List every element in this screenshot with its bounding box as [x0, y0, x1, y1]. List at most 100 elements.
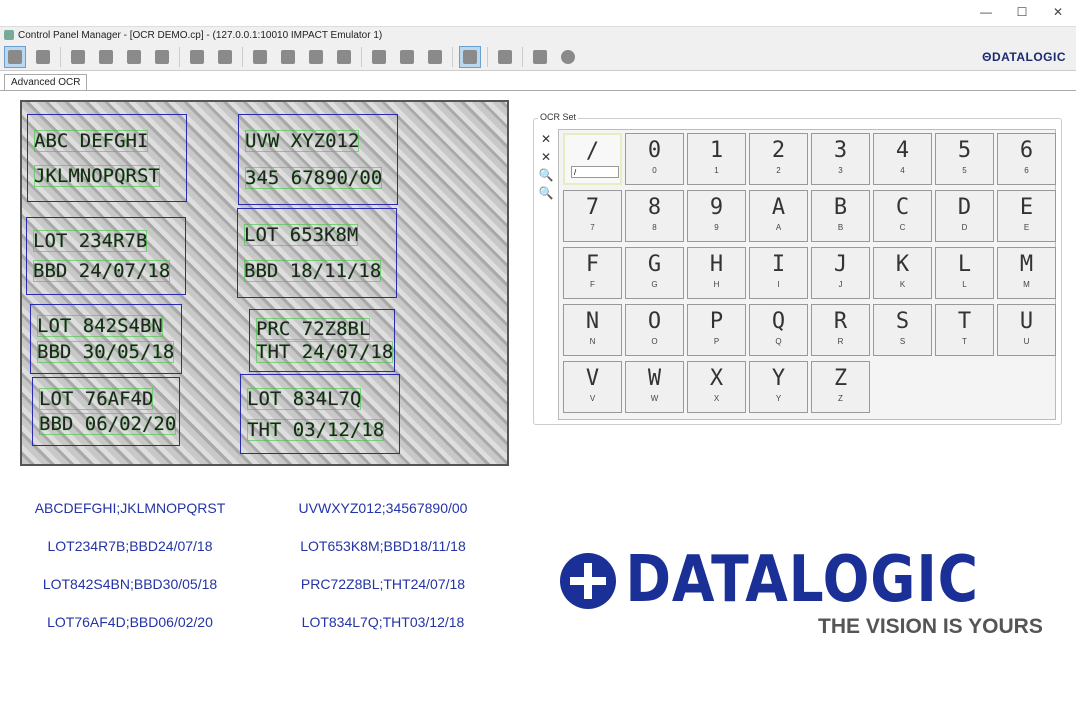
char-glyph: Q: [771, 309, 786, 334]
char-glyph: M: [1019, 252, 1034, 277]
ocr-line: BBD 24/07/18: [33, 260, 171, 282]
char-glyph: G: [647, 252, 662, 277]
ocr-region[interactable]: LOT 834L7Q THT 03/12/18: [240, 374, 400, 454]
char-glyph: D: [957, 195, 972, 220]
upload-icon: [155, 49, 169, 64]
char-glyph: 4: [895, 138, 910, 163]
copy-button[interactable]: [249, 46, 271, 68]
char-label: W: [650, 394, 659, 403]
char-glyph: T: [957, 309, 972, 334]
char-label: Y: [775, 394, 782, 403]
zoom-out-icon[interactable]: 🔍: [538, 186, 554, 200]
ocr-region[interactable]: LOT 76AF4D BBD 06/02/20: [32, 377, 180, 446]
search-icon: [428, 49, 442, 64]
panel-icon: [533, 49, 547, 64]
ocr-region[interactable]: LOT 653K8M BBD 18/11/18: [237, 208, 397, 298]
print-icon: [337, 49, 351, 64]
char-label: I: [777, 280, 780, 289]
char-glyph: X: [709, 366, 724, 391]
delete-all-icon[interactable]: ✕: [540, 150, 552, 164]
close-button[interactable]: ✕: [1052, 5, 1064, 19]
minimize-button[interactable]: —: [980, 5, 992, 19]
network-icon: [463, 49, 477, 64]
run-button[interactable]: [4, 45, 26, 68]
page-icon: [400, 49, 414, 64]
char-glyph: N: [585, 309, 600, 334]
download-button[interactable]: [186, 46, 208, 68]
char-value-input[interactable]: [571, 166, 619, 178]
ocr-region[interactable]: LOT 842S4BN BBD 30/05/18: [30, 304, 182, 374]
search-button[interactable]: [424, 46, 446, 68]
panel-button[interactable]: [529, 46, 551, 68]
new-button[interactable]: [32, 46, 54, 68]
open-button[interactable]: [67, 46, 89, 68]
upload-button[interactable]: [151, 46, 173, 68]
save-button[interactable]: [95, 46, 117, 68]
cut-button[interactable]: [214, 46, 236, 68]
ocr-line: LOT 234R7B: [33, 230, 148, 252]
ocr-image-view[interactable]: ABC DEFGHI JKLMNOPQRST UVW XYZ012 345 67890…: [20, 100, 509, 466]
split-button[interactable]: [494, 46, 516, 68]
save-all-button[interactable]: [123, 46, 145, 68]
char-cell-selected[interactable]: /: [563, 133, 622, 185]
delete-char-icon[interactable]: ✕: [540, 132, 552, 146]
delete-button[interactable]: [305, 46, 327, 68]
ocr-line: LOT 76AF4D: [39, 387, 154, 410]
network-button[interactable]: [459, 45, 481, 68]
copy-icon: [253, 49, 267, 64]
char-glyph: F: [585, 252, 600, 277]
char-glyph: A: [771, 195, 786, 220]
char-label: O: [651, 337, 658, 346]
page-button[interactable]: [396, 46, 418, 68]
preview-button[interactable]: [368, 46, 390, 68]
ocr-region[interactable]: UVW XYZ012 345 67890/00: [238, 114, 398, 205]
maximize-button[interactable]: ☐: [1016, 5, 1028, 19]
record-button[interactable]: [557, 46, 579, 68]
print-button[interactable]: [333, 46, 355, 68]
ocr-region[interactable]: PRC 72Z8BL THT 24/07/18: [249, 309, 395, 372]
ocr-region[interactable]: LOT 234R7B BBD 24/07/18: [26, 217, 186, 295]
paste-button[interactable]: [277, 46, 299, 68]
ocr-region[interactable]: ABC DEFGHI JKLMNOPQRST: [27, 114, 187, 202]
char-label: M: [1023, 280, 1030, 289]
ocr-line: THT 03/12/18: [247, 418, 385, 441]
zoom-in-icon[interactable]: 🔍: [538, 168, 554, 182]
tab-advanced-ocr[interactable]: Advanced OCR: [4, 74, 88, 91]
